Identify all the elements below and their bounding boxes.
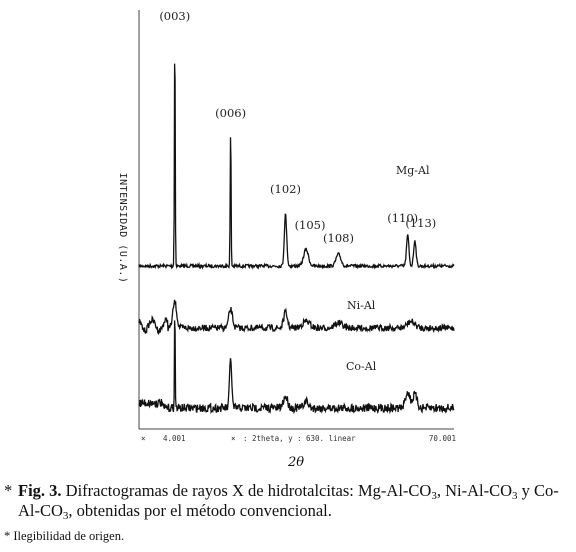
series-label-co-al: Co-Al <box>346 360 377 373</box>
plot-frame <box>138 10 454 430</box>
caption-sub-1: 3 <box>431 490 437 502</box>
caption-marker: * <box>4 481 13 500</box>
footnote: * Ilegibilidad de origen. <box>4 529 125 543</box>
caption-text-b: , Ni-Al-CO <box>436 481 512 500</box>
peak-label-006: (006) <box>215 106 246 120</box>
diffractogram-traces <box>138 63 455 415</box>
caption-text-c: y Co-Al-CO <box>18 481 559 520</box>
caption-sub-2: 3 <box>512 490 518 502</box>
x-axis-readout: × 4.001 × : 2theta, y : 630. linear 70.001 <box>141 434 456 443</box>
axis-mid-value: 630. linear <box>306 434 356 443</box>
axis-mid-text: : 2theta, y : <box>243 434 302 443</box>
peak-label-108: (108) <box>323 231 354 245</box>
peak-label-102: (102) <box>270 182 301 196</box>
axis-x-start: 4.001 <box>163 434 186 443</box>
caption-fig-label: Fig. 3. <box>18 481 62 500</box>
caption-text-d: , obtenidas por el método convencional. <box>68 501 332 520</box>
peak-label-110: (110) <box>387 211 418 225</box>
series-labels: Mg-Al Ni-Al Co-Al <box>346 164 430 373</box>
axis-mid-marker: × <box>231 434 236 443</box>
peak-labels: (003) (006) (102) (105)(108) (110)(113) <box>159 9 436 245</box>
trace-co-al <box>138 320 455 415</box>
caption-sub-3: 3 <box>62 510 69 522</box>
caption-text-a: Difractogramas de rayos X de hidrotalcit… <box>61 481 432 500</box>
caption-body: Fig. 3. Difractogramas de rayos X de hid… <box>18 481 574 522</box>
x-axis-label: 2θ <box>287 455 304 470</box>
series-label-ni-al: Ni-Al <box>347 299 376 312</box>
series-label-mg-al: Mg-Al <box>396 164 430 177</box>
figure-caption: * Fig. 3. Difractogramas de rayos X de h… <box>4 481 574 522</box>
peak-label-105: (105) <box>295 218 326 232</box>
trace-mg-al <box>138 63 455 270</box>
peak-label-003: (003) <box>159 9 190 23</box>
y-axis-label: INTENSIDAD (U.A.) <box>117 173 128 284</box>
axis-left-marker: × <box>141 434 146 443</box>
trace-ni-al <box>138 299 455 336</box>
peak-label-113: (113) <box>405 216 436 230</box>
xrd-chart: (003) (006) (102) (105)(108) (110)(113) Mg-A… <box>117 9 456 470</box>
axis-x-end: 70.001 <box>429 434 456 443</box>
